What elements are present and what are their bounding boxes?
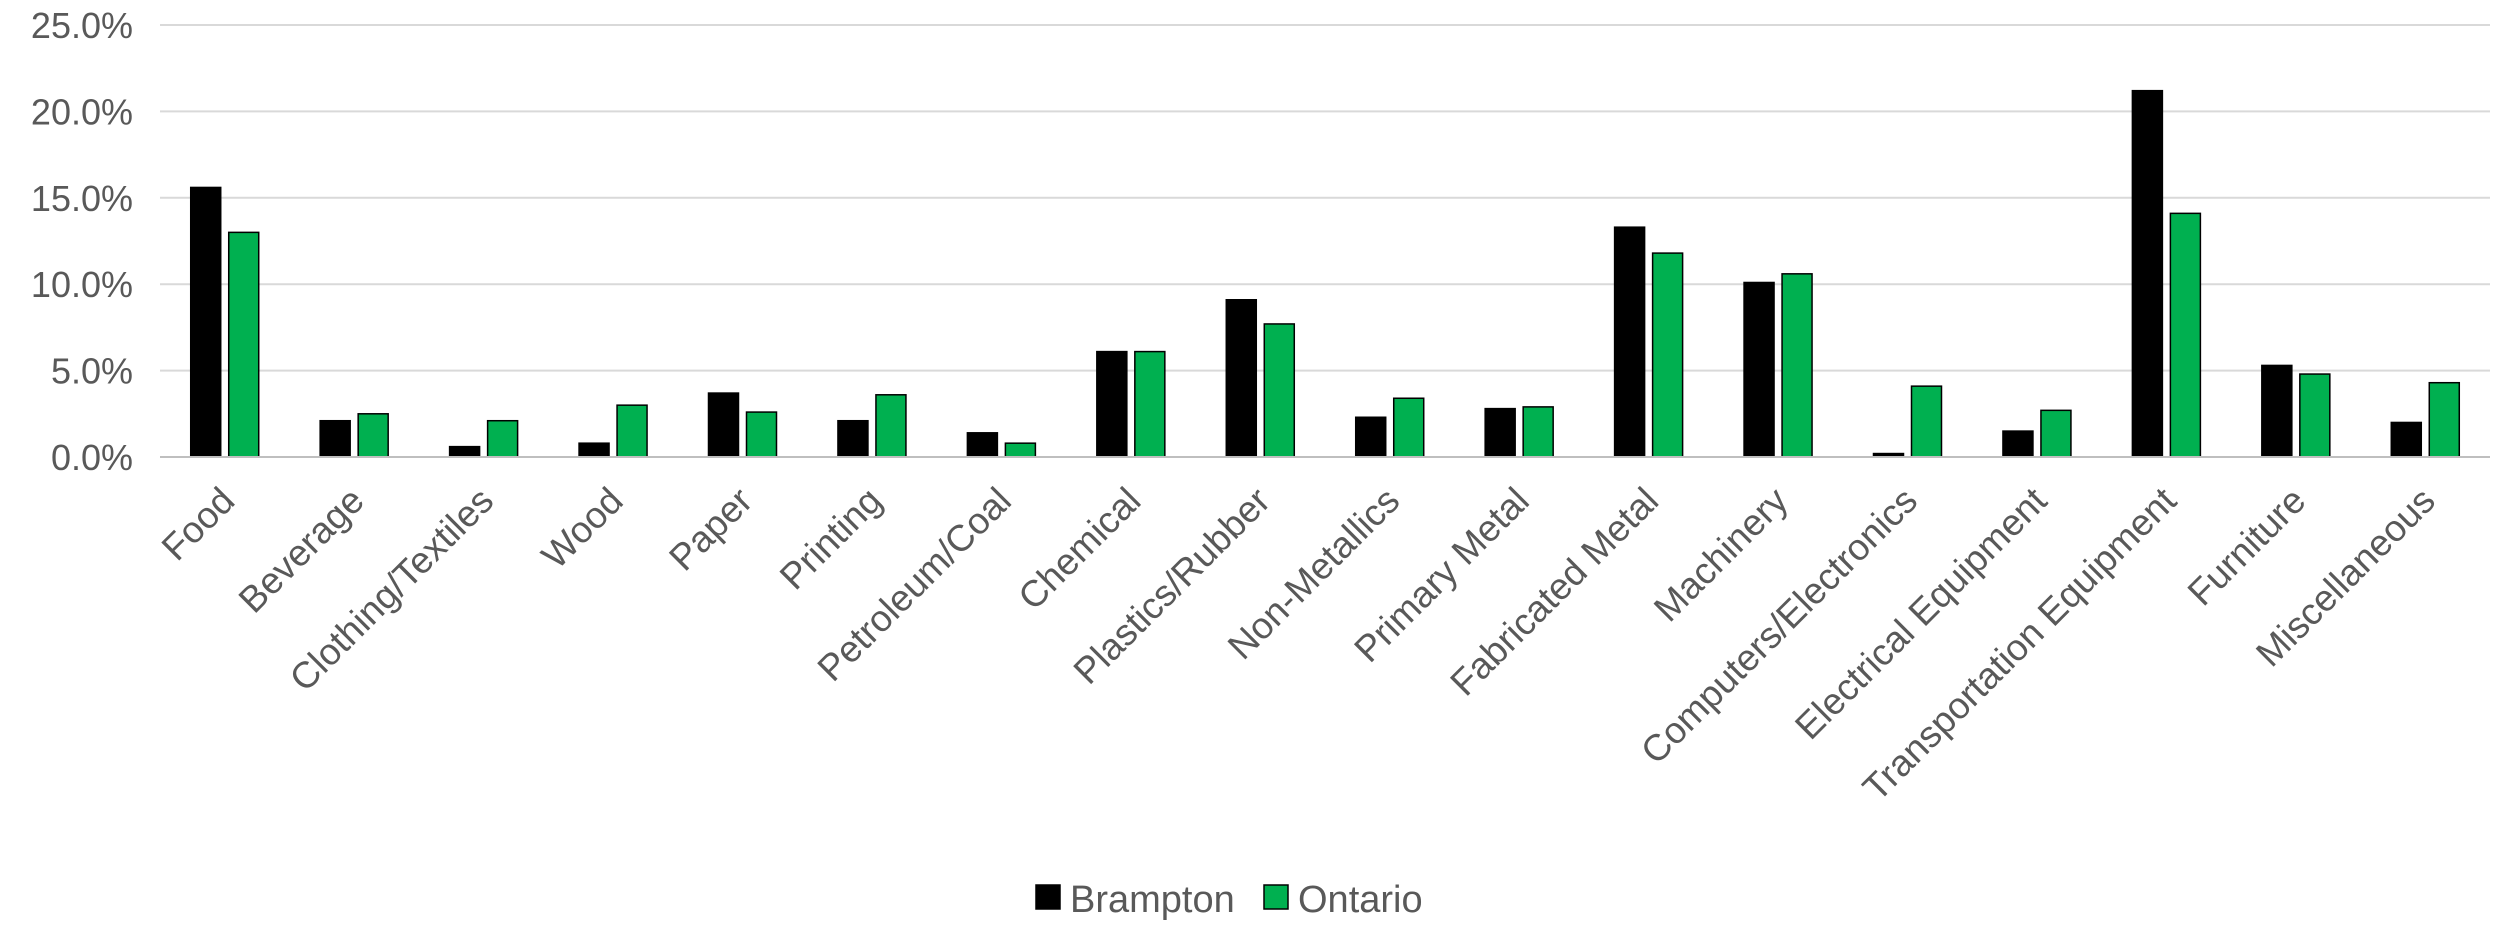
bar-ontario <box>1781 273 1813 458</box>
bar-ontario <box>2428 381 2461 458</box>
bar-ontario <box>1004 442 1037 458</box>
bar-group <box>1613 226 1684 458</box>
y-axis-tick-labels: 0.0% 5.0% 10.0% 15.0% 20.0% 25.0% <box>31 5 133 478</box>
legend-label: Brampton <box>1070 879 1235 921</box>
bar-group <box>2261 364 2331 458</box>
bar-group <box>2131 89 2202 458</box>
legend-item-brampton: Brampton <box>1035 879 1235 921</box>
bar-brampton <box>1096 350 1128 458</box>
x-category-label: Paper <box>661 480 760 579</box>
bar-ontario <box>745 411 778 458</box>
bar-brampton <box>2390 421 2423 458</box>
bar-ontario <box>1134 350 1166 458</box>
legend: Brampton Ontario <box>1035 879 1423 921</box>
bar-group <box>1872 385 1943 458</box>
bar-group <box>2390 381 2461 458</box>
bar-ontario <box>357 413 389 458</box>
bar-brampton <box>837 419 869 458</box>
bar-brampton <box>578 442 610 458</box>
bar-ontario <box>227 231 260 458</box>
y-tick-label: 0.0% <box>51 437 133 478</box>
x-category-label: Electrical Equipment <box>1787 479 2055 747</box>
legend-swatch <box>1035 884 1061 910</box>
bar-group <box>2002 409 2072 458</box>
bar-group <box>1484 406 1554 458</box>
bars <box>189 89 2461 458</box>
bar-ontario <box>2169 212 2202 458</box>
bar-group <box>966 432 1037 458</box>
bar-brampton <box>966 432 999 458</box>
x-category-label: Beverage <box>231 480 372 621</box>
bar-group <box>837 394 907 458</box>
bar-brampton <box>1225 299 1258 458</box>
x-category-label: Furniture <box>2180 480 2314 614</box>
legend-label: Ontario <box>1298 879 1423 921</box>
bar-ontario <box>1651 252 1684 458</box>
bar-group <box>1225 299 1296 458</box>
gridlines <box>160 24 2490 372</box>
y-tick-label: 15.0% <box>31 178 133 219</box>
bar-brampton <box>2131 89 2164 458</box>
bar-brampton <box>2261 364 2293 458</box>
x-category-label: Wood <box>534 480 631 577</box>
bar-ontario <box>2040 409 2072 458</box>
bar-ontario <box>1910 385 1943 458</box>
bar-group <box>1354 397 1425 458</box>
x-category-label: Food <box>154 480 243 569</box>
x-category-label: Chemical <box>1010 480 1148 618</box>
bar-brampton <box>448 445 481 458</box>
bar-group <box>448 419 519 458</box>
x-category-label: Printing <box>772 480 890 598</box>
bar-ontario <box>1392 397 1425 458</box>
bar-brampton <box>1743 281 1775 458</box>
bar-brampton <box>1613 226 1646 458</box>
bar-ontario <box>2299 373 2331 458</box>
bar-group <box>1743 273 1813 458</box>
bar-brampton <box>1484 407 1516 458</box>
bar-ontario <box>486 419 519 458</box>
bar-ontario <box>1263 323 1296 458</box>
legend-item-ontario: Ontario <box>1263 879 1423 921</box>
legend-swatch <box>1263 884 1289 910</box>
bar-brampton <box>319 419 351 458</box>
bar-group <box>319 413 389 458</box>
bar-brampton <box>2002 430 2034 458</box>
bar-ontario <box>616 404 648 458</box>
y-tick-label: 5.0% <box>51 351 133 392</box>
y-tick-label: 20.0% <box>31 91 133 132</box>
bar-group <box>189 186 260 458</box>
bar-group <box>578 404 648 458</box>
y-tick-label: 10.0% <box>31 264 133 305</box>
bar-group <box>707 392 778 458</box>
bar-ontario <box>875 394 907 458</box>
bar-brampton <box>1354 416 1387 458</box>
bar-brampton <box>189 186 222 458</box>
bar-ontario <box>1522 406 1554 458</box>
y-tick-label: 25.0% <box>31 5 133 46</box>
bar-brampton <box>707 392 740 458</box>
bar-group <box>1096 350 1166 458</box>
